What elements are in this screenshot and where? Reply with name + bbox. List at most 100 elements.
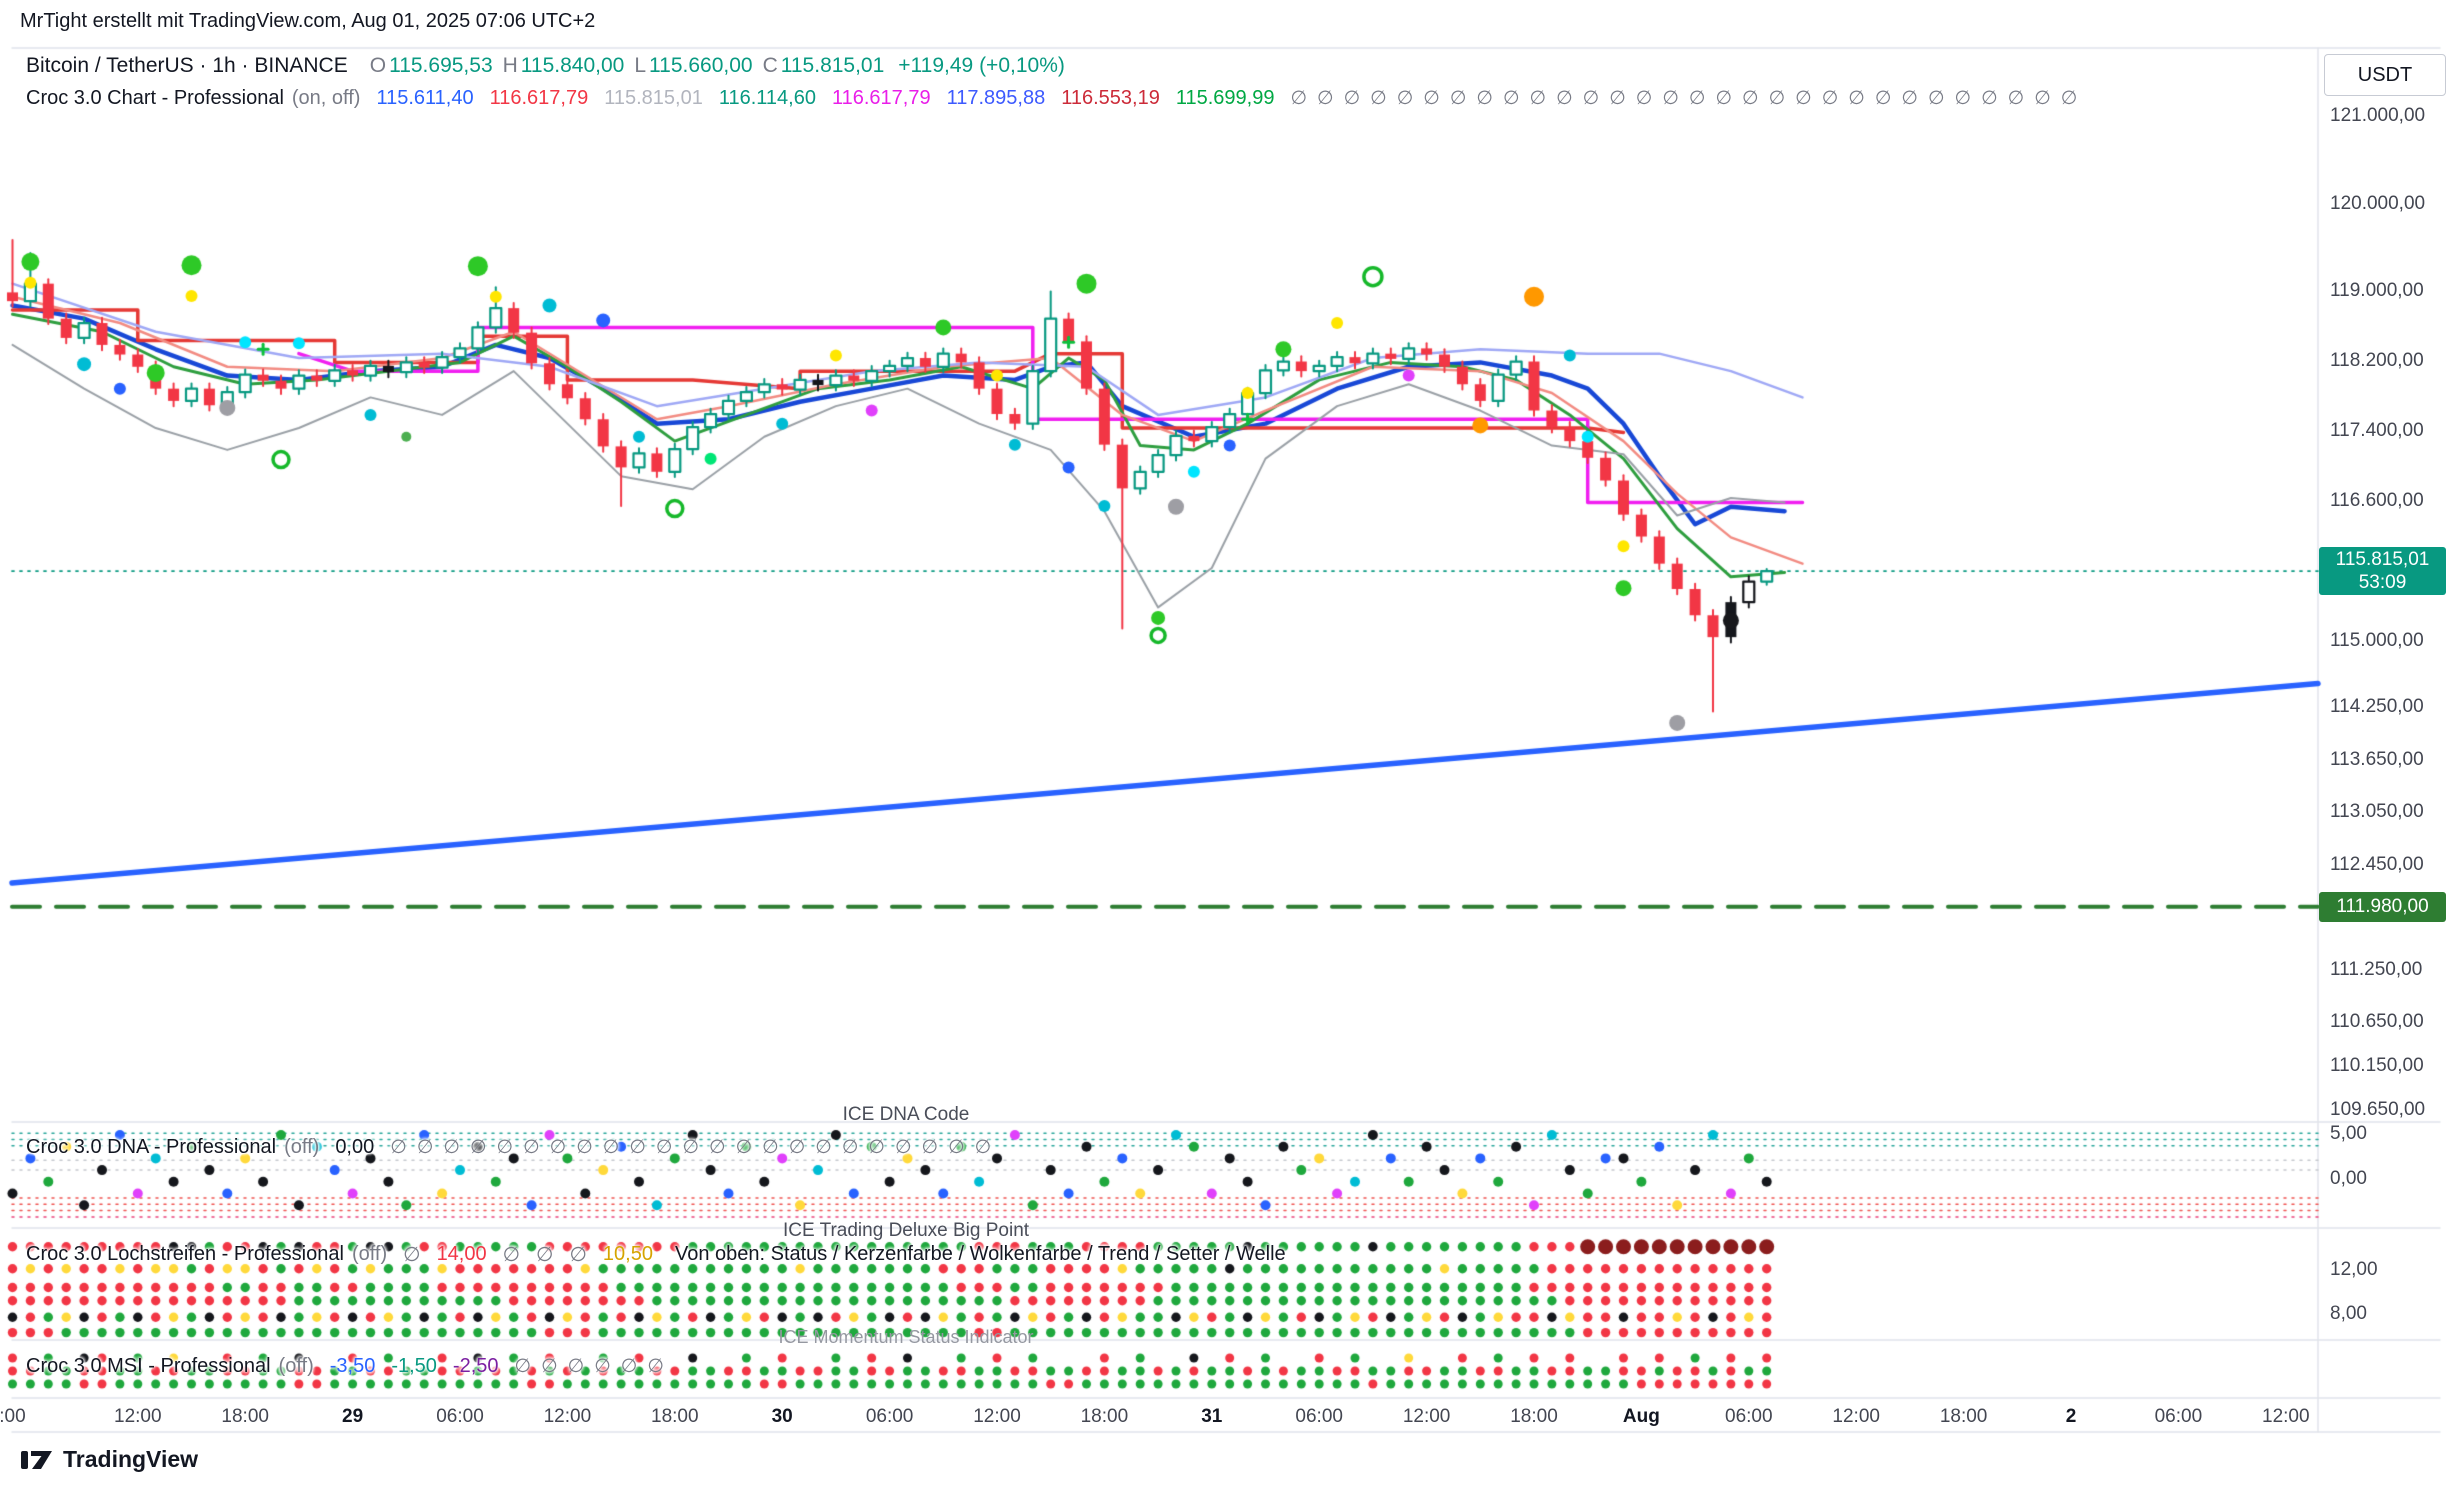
time-axis-label: 12:00 [114,1406,162,1427]
time-axis-label: 06:00 [436,1406,484,1427]
empty-value-symbol: ∅ [496,1137,514,1158]
time-axis-label: 18:00 [1080,1406,1129,1427]
empty-value-symbol: ∅ [443,1137,460,1158]
indicator-name[interactable]: Croc 3.0 MSI - Professional [26,1355,271,1377]
chart-indicator-legend[interactable]: Croc 3.0 Chart - Professional (on, off) … [26,87,2087,110]
legend-value: ∅ [536,1244,554,1266]
empty-value-symbol: ∅ [602,1137,620,1158]
empty-value-symbol: ∅ [1449,88,1467,109]
legend-value: 116.617,79 [831,87,931,109]
ohlc-item-value: 115.695,53 [389,54,493,77]
level-price-tag: 111.980,00 [2319,891,2446,922]
symbol-legend[interactable]: Bitcoin / TetherUS · 1h · BINANCE O 115.6… [26,54,1065,78]
time-axis-label: 2 [2065,1406,2077,1427]
empty-value-symbol: ∅ [709,1137,726,1158]
currency-button[interactable]: USDT [2324,54,2446,96]
ohlc-item-value: 115.840,00 [520,54,625,77]
empty-value-symbol: ∅ [1317,88,1334,109]
dna-pane-title: ICE DNA Code [842,1104,970,1125]
time-axis-label: 31 [1201,1406,1223,1427]
empty-value-symbol: ∅ [1290,88,1308,109]
empty-value-symbol: ∅ [1662,88,1679,109]
legend-value: 116.553,19 [1061,87,1160,109]
empty-value-symbol: ∅ [815,1137,832,1158]
empty-value-symbol: ∅ [841,1137,859,1158]
indicator-name[interactable]: Croc 3.0 DNA - Professional [26,1136,277,1158]
empty-value-symbol: ∅ [1715,88,1733,109]
time-axis-label: 12:00 [973,1406,1021,1427]
ohlc-item-value: 115.660,00 [649,54,753,77]
empty-value-symbol: ∅ [1476,88,1493,109]
price-axis-label: 116.600,00 [2330,490,2424,512]
time-axis-label: 12:00 [543,1406,592,1427]
price-axis-label: 121.000,00 [2330,105,2426,127]
dna-indicator-legend[interactable]: Croc 3.0 DNA - Professional (off) 0,00 ∅ ∅… [26,1136,1001,1159]
indicator-toggles[interactable]: (off) [351,1243,388,1265]
empty-value-symbol: ∅ [735,1137,753,1158]
empty-value-symbol: ∅ [948,1137,965,1158]
pane-value-label: 12,00 [2330,1259,2378,1280]
empty-value-symbol: ∅ [1343,88,1361,109]
indicator-name[interactable]: Croc 3.0 Lochstreifen - Professional [26,1243,344,1265]
time-axis-label: 18:00 [1939,1406,1988,1427]
price-axis-label: 114.250,00 [2330,696,2424,718]
empty-value-symbol: ∅ [567,1356,585,1377]
legend-value: -1,50 [391,1355,437,1377]
empty-value-symbol: ∅ [541,1356,558,1377]
indicator-toggles[interactable]: (on, off) [291,87,361,109]
empty-value-symbol: ∅ [921,1137,939,1158]
price-axis-label: 113.650,00 [2330,748,2424,770]
empty-value-symbol: ∅ [1396,88,1414,109]
bigpoint-indicator-legend[interactable]: Croc 3.0 Lochstreifen - Professional (of… [26,1242,1286,1267]
empty-value-symbol: ∅ [655,1137,673,1158]
legend-value: -3,50 [329,1355,376,1377]
price-axis-label: 119.000,00 [2330,280,2424,302]
time-axis-label: 06:00 [1295,1406,1343,1427]
tradingview-logo[interactable] [20,1448,54,1472]
price-axis-label: 115.000,00 [2330,630,2424,652]
indicator-toggles[interactable]: (off) [284,1136,320,1158]
time-axis-label: 18:00 [221,1406,269,1427]
price-axis-label: 111.250,00 [2330,958,2423,980]
pane-value-label: 0,00 [2330,1168,2367,1189]
empty-value-symbol: ∅ [1423,88,1440,109]
chart-credit: MrTight erstellt mit TradingView.com, Au… [20,10,596,32]
empty-value-symbol: ∅ [1502,88,1520,109]
legend-value: 14,00 [436,1243,487,1265]
indicator-values: -3,50 -1,50 -2,50 ∅ ∅ ∅ ∅ ∅ ∅ [330,1355,674,1378]
price-axis-label: 120.000,00 [2330,192,2426,214]
ohlc-item-label: O [369,54,387,77]
brand-name: TradingView [63,1446,199,1472]
empty-value-symbol: ∅ [1635,88,1653,109]
ohlc-item-value: 115.815,01 [780,54,885,77]
symbol-title[interactable]: Bitcoin / TetherUS · 1h · BINANCE [26,54,348,77]
price-change: +119,49 (+0,10%) [898,54,1065,77]
empty-value-symbol: ∅ [1529,88,1547,109]
msi-indicator-legend[interactable]: Croc 3.0 MSI - Professional (off) -3,50-… [26,1355,674,1378]
empty-value-symbol: ∅ [549,1137,567,1158]
empty-value-symbol: ∅ [1848,88,1865,109]
empty-value-symbol: ∅ [1370,88,1387,109]
indicator-name[interactable]: Croc 3.0 Chart - Professional [26,87,284,109]
empty-value-symbol: ∅ [1927,88,1945,109]
ohlc-item-label: C [762,54,778,77]
empty-value-symbol: ∅ [762,1137,779,1158]
legend-value: ∅ [502,1244,521,1266]
current-price-value: 115.815,01 [2335,549,2430,571]
empty-value-symbol: ∅ [514,1356,532,1377]
legend-value: 115.815,01 [604,87,703,109]
empty-value-symbol: ∅ [1582,88,1600,109]
indicator-toggles[interactable]: (off) [278,1355,314,1377]
empty-value-symbol: ∅ [1688,88,1706,109]
time-axis-label: 30 [771,1406,793,1427]
legend-value: 116.114,60 [718,87,816,109]
pane-value-label: 5,00 [2330,1123,2367,1144]
empty-value-symbol: ∅ [1742,88,1759,109]
empty-value-symbol: ∅ [894,1137,912,1158]
time-axis-label: 12:00 [1402,1406,1451,1427]
empty-value-symbol: ∅ [2060,88,2078,109]
empty-value-symbol: ∅ [1821,88,1839,109]
legend-value: ∅ [403,1244,421,1266]
